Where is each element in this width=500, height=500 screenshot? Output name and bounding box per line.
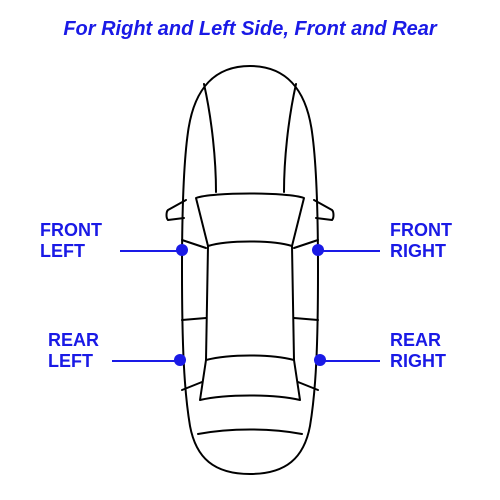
line-front-right bbox=[318, 250, 380, 252]
dot-front-left bbox=[176, 244, 188, 256]
label-rear-right: REAR RIGHT bbox=[390, 330, 446, 371]
line-front-left bbox=[120, 250, 182, 252]
car-outline bbox=[160, 60, 340, 480]
label-rear-left: REAR LEFT bbox=[48, 330, 99, 371]
diagram-title: For Right and Left Side, Front and Rear bbox=[0, 18, 500, 41]
label-front-left: FRONT LEFT bbox=[40, 220, 102, 261]
diagram-container: For Right and Left Side, Front and Rear bbox=[0, 0, 500, 500]
dot-rear-right bbox=[314, 354, 326, 366]
label-front-right: FRONT RIGHT bbox=[390, 220, 452, 261]
line-rear-right bbox=[320, 360, 380, 362]
line-rear-left bbox=[112, 360, 180, 362]
dot-rear-left bbox=[174, 354, 186, 366]
dot-front-right bbox=[312, 244, 324, 256]
